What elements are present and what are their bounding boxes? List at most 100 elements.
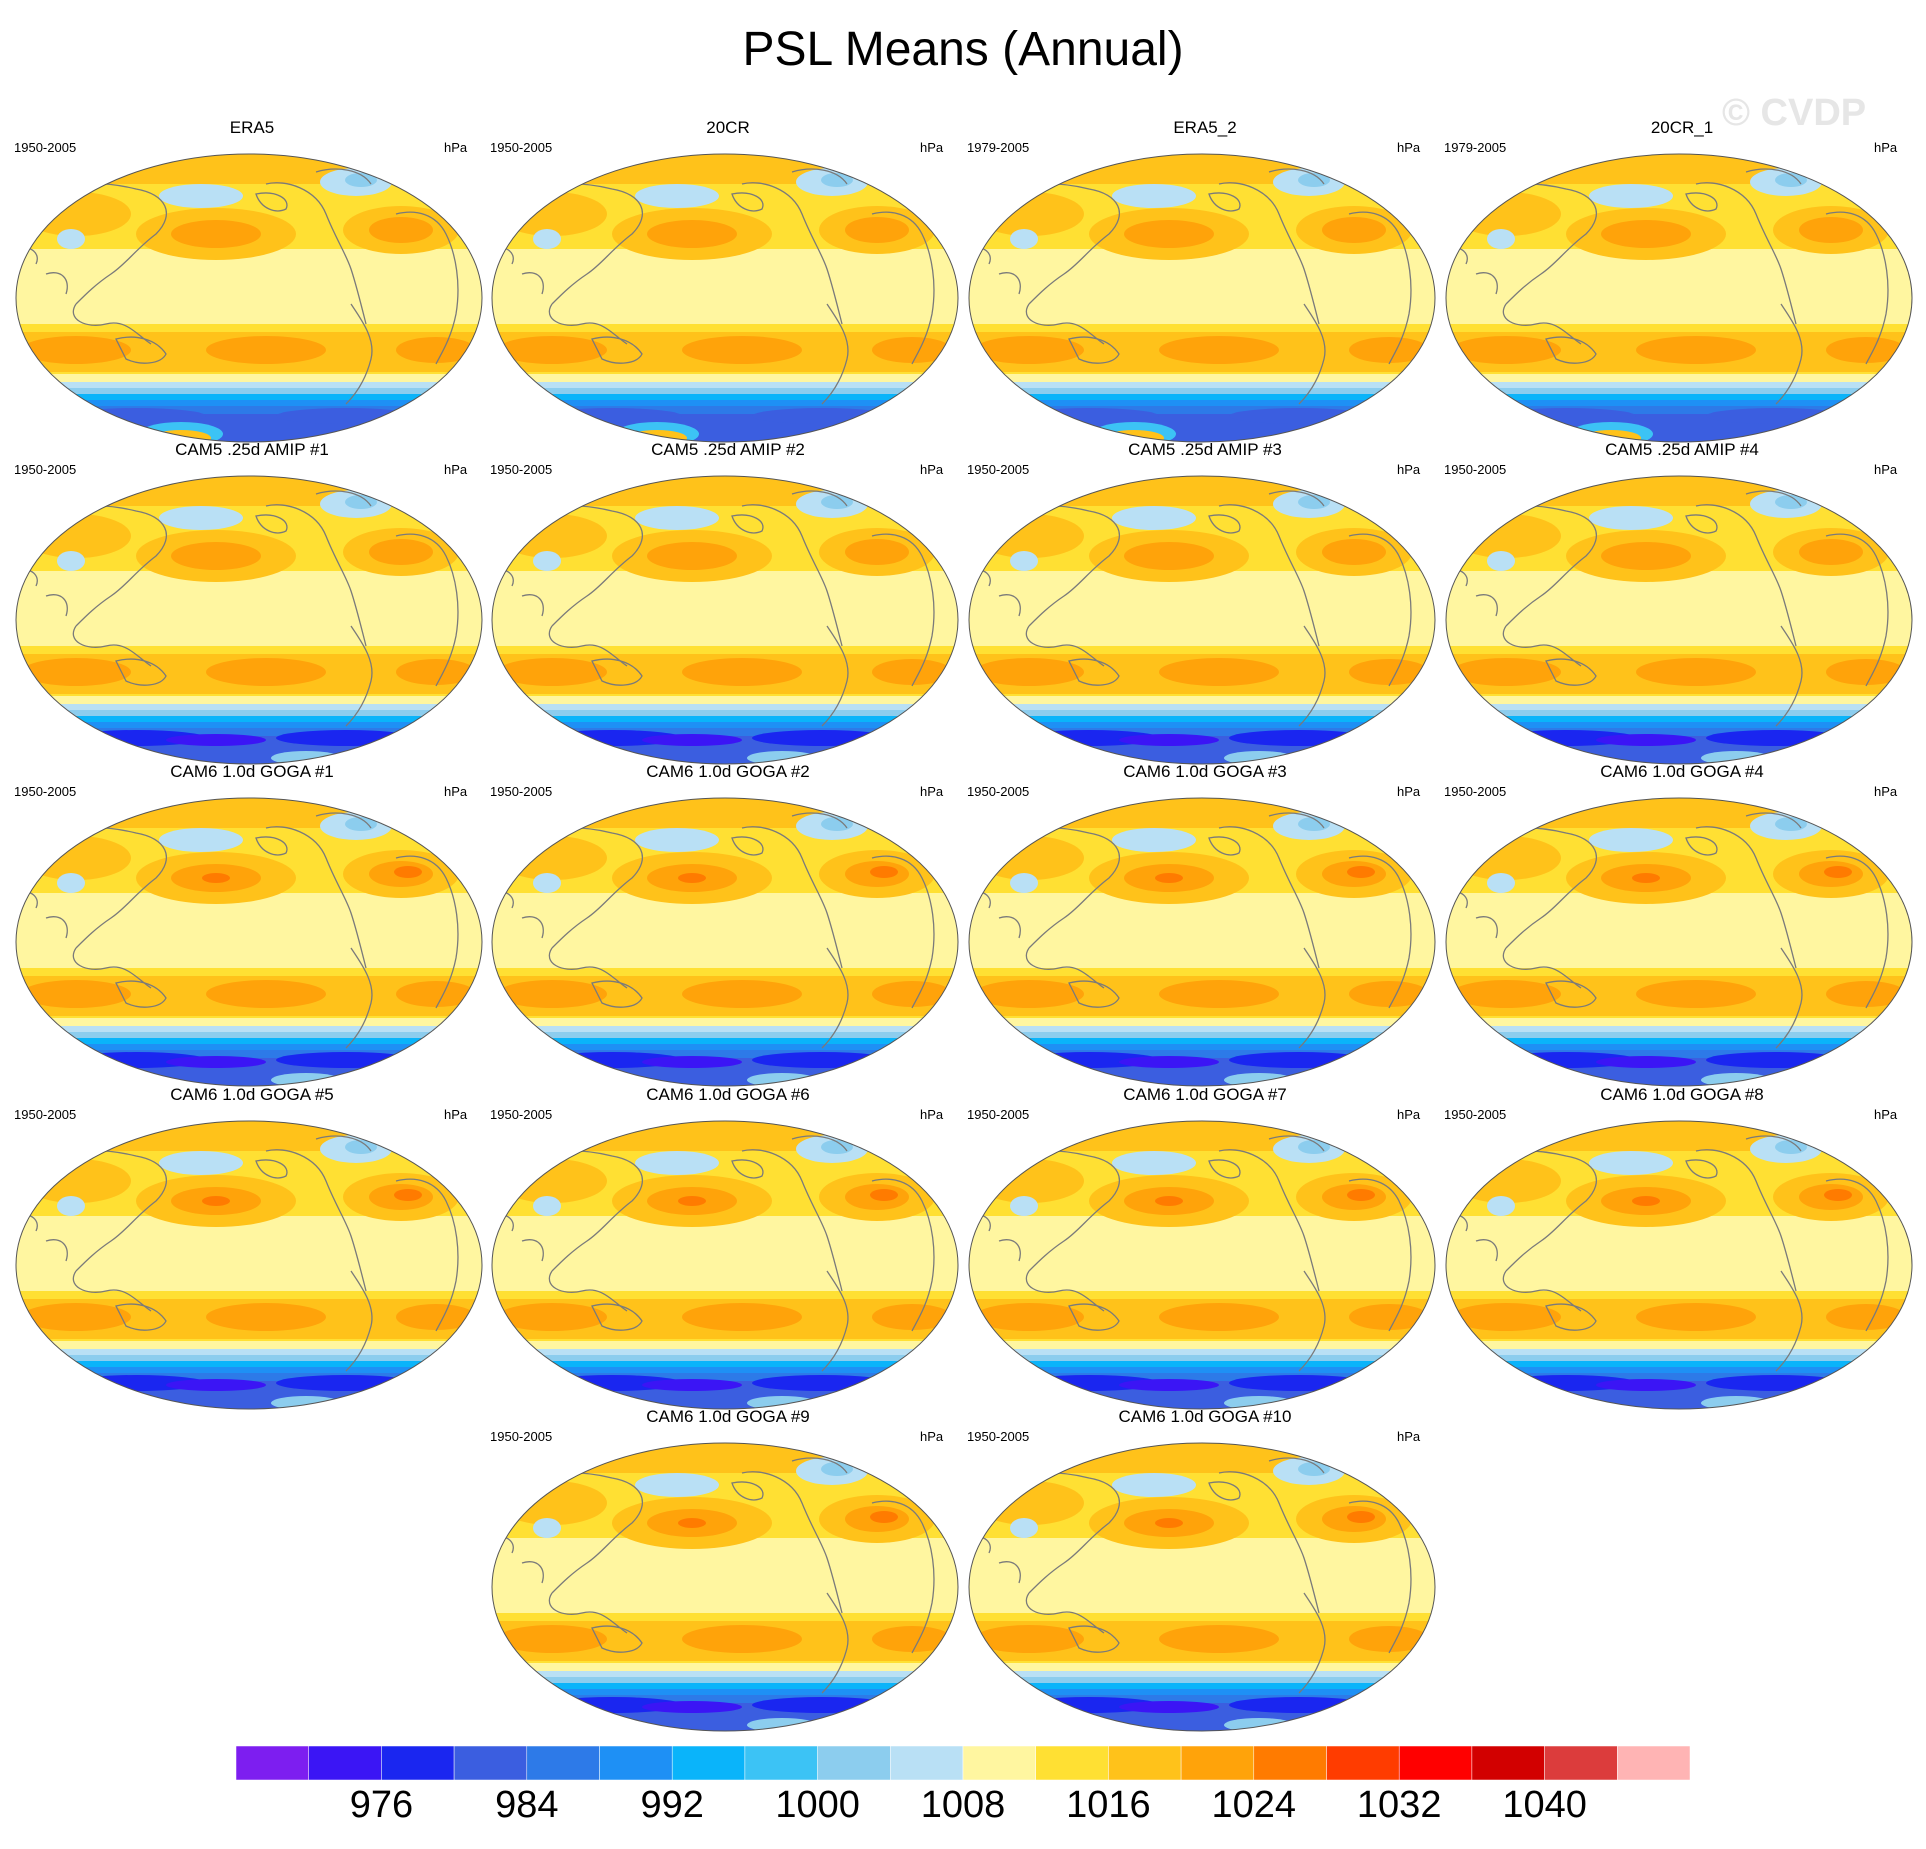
field-band [16, 704, 482, 710]
coastline [1695, 1149, 1797, 1292]
coastline [315, 490, 372, 507]
field-band [492, 414, 958, 442]
field-band [1446, 374, 1912, 382]
coastline [791, 1457, 848, 1474]
field-band [492, 1044, 958, 1050]
siberian-high [974, 836, 1084, 880]
field-band [492, 1373, 958, 1381]
aleutian-low [1589, 506, 1673, 530]
field-band [969, 1663, 1435, 1671]
psl-map [968, 797, 1436, 1087]
field-band [969, 893, 1435, 968]
icelandic-low-core [821, 495, 853, 509]
colorbar-swatch [1326, 1746, 1400, 1780]
coastline [1218, 826, 1320, 969]
siberian-high [21, 514, 131, 558]
north-pacific-high-peak [678, 873, 706, 883]
field-band [1446, 893, 1912, 968]
panel-title: CAM5 .25d AMIP #4 [1605, 440, 1759, 459]
coastline [1298, 1270, 1326, 1372]
south-atlantic-high [396, 337, 476, 363]
panel-units: hPa [444, 462, 468, 477]
field-band [969, 1216, 1435, 1291]
coastline [998, 1239, 1021, 1262]
field-band [1446, 1355, 1912, 1361]
icelandic-low-core [821, 1140, 853, 1154]
south-pacific-high [682, 980, 802, 1008]
colorbar-swatch [1398, 1746, 1473, 1780]
coastline [591, 658, 643, 686]
field-band [492, 476, 958, 506]
psl-map [968, 475, 1436, 765]
coastline [1745, 490, 1802, 507]
field-band [969, 1032, 1435, 1038]
coastline [72, 625, 152, 667]
map-panel: CAM5 .25d AMIP #1 1950-2005 hPa [14, 440, 490, 765]
panel-title: CAM6 1.0d GOGA #2 [646, 762, 810, 781]
south-indian-high [497, 1625, 607, 1653]
map-border [968, 475, 1436, 765]
field-band [969, 400, 1435, 406]
icelandic-low-core [821, 1462, 853, 1476]
coastline [1695, 182, 1797, 325]
coastline [791, 490, 848, 507]
panel-period: 1950-2005 [967, 784, 1030, 799]
panel-units: hPa [920, 1429, 944, 1444]
azores-high-peak [1824, 1189, 1852, 1201]
aleutian-low [635, 1151, 719, 1175]
circumpolar-low-core [1119, 1056, 1219, 1068]
asian-monsoon-low [1010, 551, 1038, 571]
siberian-high [21, 1159, 131, 1203]
asian-monsoon-low [1487, 551, 1515, 571]
field-band [1446, 1367, 1912, 1373]
panel-period: 1950-2005 [490, 462, 553, 477]
azores-high-core [369, 539, 433, 565]
circumpolar-low [66, 408, 206, 424]
field-band [16, 394, 482, 400]
panel-title: CAM6 1.0d GOGA #6 [646, 1085, 810, 1104]
field-band [16, 249, 482, 324]
panel-units: hPa [1397, 784, 1421, 799]
map-border [491, 1120, 959, 1410]
field-band [16, 1361, 482, 1367]
south-pacific-high [1636, 336, 1756, 364]
coastline [72, 1270, 152, 1312]
panel-units: hPa [920, 140, 944, 155]
field-band [1446, 414, 1912, 442]
south-indian-high [497, 658, 607, 686]
map-panel: CAM5 .25d AMIP #4 1950-2005 hPa [1444, 440, 1920, 765]
south-atlantic-high [1826, 981, 1906, 1007]
panel-period: 1950-2005 [14, 784, 77, 799]
panel-period: 1950-2005 [967, 1429, 1030, 1444]
field-band [969, 388, 1435, 394]
coastline [1685, 836, 1718, 856]
map-border [15, 1120, 483, 1410]
colorbar-swatch [526, 1746, 600, 1780]
field-band [16, 728, 482, 736]
south-pacific-high [1159, 980, 1279, 1008]
coastline [45, 1239, 68, 1262]
aleutian-low [635, 184, 719, 208]
panel-title: CAM5 .25d AMIP #3 [1128, 440, 1282, 459]
panel-title: CAM5 .25d AMIP #1 [175, 440, 329, 459]
field-band [492, 374, 958, 382]
circumpolar-low-core [1596, 1056, 1696, 1068]
coastline [1298, 947, 1326, 1049]
coastline [998, 272, 1021, 295]
field-band [969, 414, 1435, 442]
coastline [731, 1481, 764, 1501]
asian-monsoon-low [533, 873, 561, 893]
icelandic-low-core [1298, 1462, 1330, 1476]
north-pacific-high-peak [1155, 1196, 1183, 1206]
field-band [16, 1032, 482, 1038]
coastline [1298, 625, 1326, 727]
coastline [1268, 1457, 1325, 1474]
coastline [871, 855, 935, 1009]
aleutian-low [1589, 1151, 1673, 1175]
coastline [1068, 980, 1120, 1008]
field-band [1446, 1044, 1912, 1050]
panel-units: hPa [920, 1107, 944, 1122]
panel-period: 1950-2005 [490, 1107, 553, 1122]
field-band [492, 893, 958, 968]
coastline [821, 947, 849, 1049]
